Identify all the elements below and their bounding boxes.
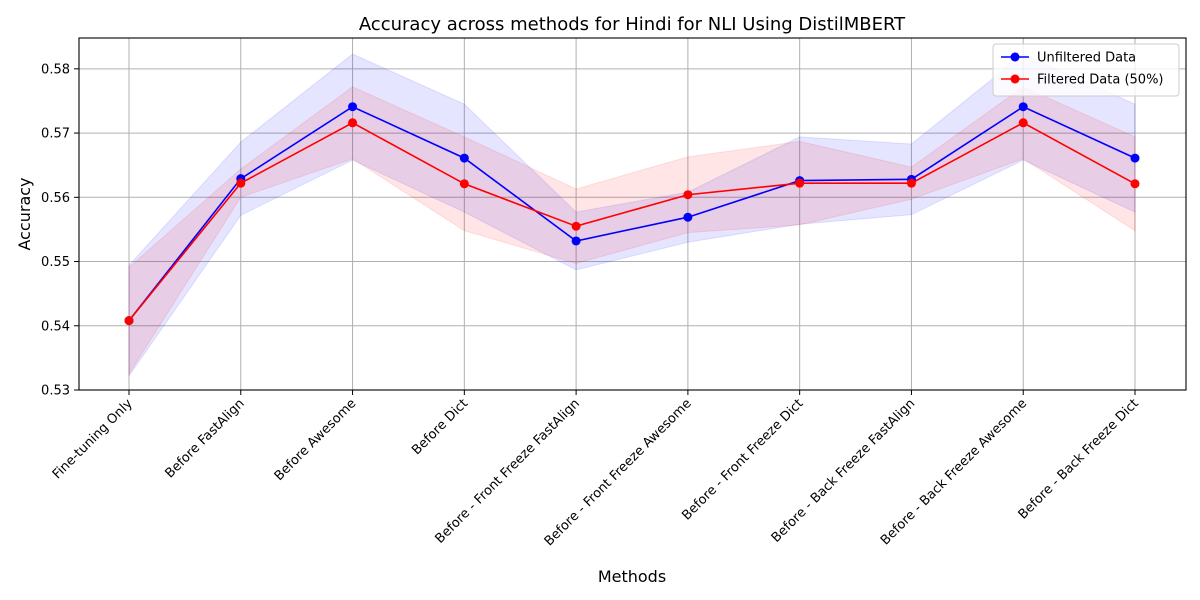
y-tick-label: 0.58	[41, 62, 70, 77]
chart-title: Accuracy across methods for Hindi for NL…	[359, 14, 906, 35]
legend-box	[992, 43, 1180, 97]
data-point	[348, 118, 358, 128]
y-tick-label: 0.57	[41, 127, 70, 142]
legend: Unfiltered Data Filtered Data (50%)	[992, 43, 1180, 97]
y-tick-label: 0.56	[41, 191, 70, 206]
y-tick-label: 0.53	[41, 384, 70, 399]
y-tick-labels: 0.53 0.54 0.55 0.56 0.57 0.58	[41, 62, 70, 398]
confidence-band	[128, 86, 1136, 376]
series-lines	[124, 102, 1140, 326]
data-point	[1018, 118, 1028, 128]
legend-entry: Filtered Data (50%)	[1037, 73, 1164, 88]
data-point	[1018, 102, 1028, 112]
data-point	[906, 178, 916, 188]
data-point	[124, 316, 134, 326]
data-point	[236, 178, 246, 188]
data-point	[571, 236, 581, 246]
series-line	[128, 121, 1136, 322]
data-point	[348, 102, 358, 112]
data-point	[795, 178, 805, 188]
y-axis-label: Accuracy	[15, 177, 34, 250]
confidence-bands	[128, 53, 1136, 378]
data-point	[459, 179, 469, 189]
data-point	[1130, 179, 1140, 189]
legend-marker	[1010, 74, 1020, 84]
axes	[74, 37, 1187, 395]
data-point	[459, 153, 469, 163]
data-point	[683, 190, 693, 200]
data-point	[683, 212, 693, 222]
data-point	[1130, 153, 1140, 163]
legend-entry: Unfiltered Data	[1037, 51, 1136, 66]
series-line	[128, 105, 1136, 322]
legend-marker	[1010, 52, 1020, 62]
y-tick-label: 0.54	[41, 319, 70, 334]
confidence-band	[128, 53, 1136, 378]
y-tick-label: 0.55	[41, 255, 70, 270]
data-point	[571, 221, 581, 231]
plot-frame	[78, 37, 1187, 391]
x-axis-label: Methods	[598, 567, 666, 586]
